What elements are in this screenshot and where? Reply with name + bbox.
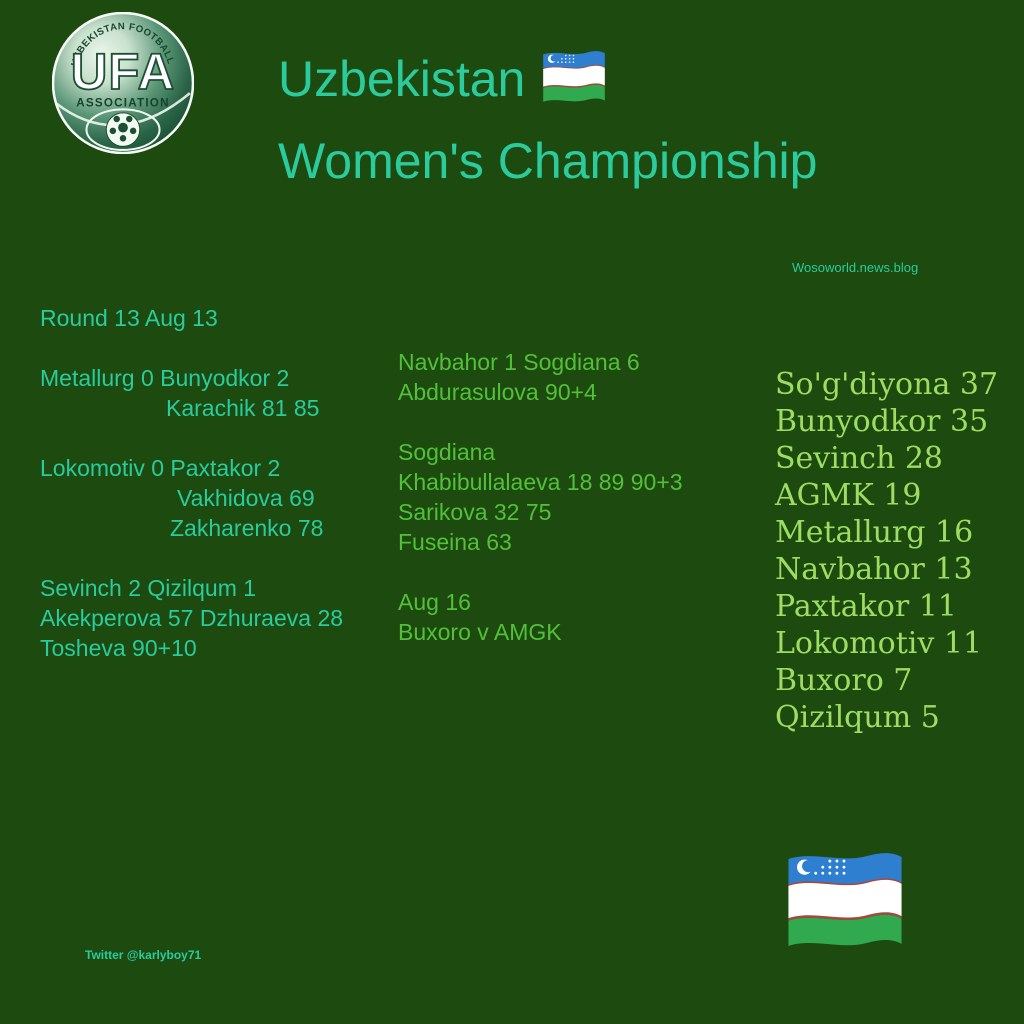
- result-line: Karachik 81 85: [166, 395, 320, 421]
- uzbekistan-flag-icon: [541, 50, 607, 105]
- title-text-competition: Women's Championship: [278, 133, 818, 189]
- website-watermark: Wosoworld.news.blog: [792, 260, 919, 275]
- standings-row: Paxtakor 11: [775, 589, 957, 624]
- result-line: Navbahor 1 Sogdiana 6: [398, 349, 640, 375]
- result-line: Lokomotiv 0 Paxtakor 2: [40, 455, 281, 481]
- result-line: Sevinch 2 Qizilqum 1: [40, 575, 257, 601]
- result-line: [40, 423, 343, 453]
- standings-row: Lokomotiv 11: [775, 626, 983, 661]
- result-line: [40, 333, 343, 363]
- page-title: Uzbekistan Women's Championship: [278, 38, 817, 202]
- result-line: Buxoro v AMGK: [398, 619, 562, 645]
- standings-row: Navbahor 13: [775, 552, 973, 587]
- ufa-logo-graphic: UZBEKISTAN FOOTBALL UFA ASSOCIATION: [51, 11, 195, 155]
- title-line-1: Uzbekistan: [278, 38, 817, 120]
- results-column-middle: Navbahor 1 Sogdiana 6 Abdurasulova 90+4 S…: [398, 347, 683, 647]
- ufa-logo: UZBEKISTAN FOOTBALL UFA ASSOCIATION: [51, 11, 195, 155]
- result-line: Aug 16: [398, 589, 471, 615]
- result-line: Vakhidova 69: [177, 485, 315, 511]
- results-column-left: Round 13 Aug 13 Metallurg 0 Bunyodkor 2 K…: [40, 303, 343, 663]
- standings-table: So'g'diyona 37 Bunyodkor 35 Sevinch 28 AGMK…: [775, 366, 998, 736]
- standings-row: Bunyodkor 35: [775, 404, 989, 439]
- title-text-country: Uzbekistan: [278, 51, 526, 107]
- logo-bottom-text: ASSOCIATION: [76, 96, 169, 109]
- result-line: Sogdiana: [398, 439, 496, 465]
- result-line: [398, 557, 683, 587]
- twitter-handle: Twitter @karlyboy71: [85, 948, 202, 962]
- result-line: Metallurg 0 Bunyodkor 2: [40, 365, 290, 391]
- standings-row: Buxoro 7: [775, 663, 913, 698]
- result-line: Akekperova 57 Dzhuraeva 28: [40, 605, 344, 631]
- standings-row: So'g'diyona 37: [775, 367, 999, 402]
- logo-ball-ellipse: [85, 108, 161, 151]
- result-line: Fuseina 63: [398, 529, 512, 555]
- result-line: Sarikova 32 75: [398, 499, 552, 525]
- uzbekistan-flag-large: [784, 851, 906, 952]
- result-line: Zakharenko 78: [170, 515, 324, 541]
- soccer-ball-icon: [105, 112, 141, 147]
- result-line: Round 13 Aug 13: [40, 305, 218, 331]
- standings-row: Sevinch 28: [775, 441, 944, 476]
- result-line: Abdurasulova 90+4: [398, 379, 597, 405]
- result-line: Tosheva 90+10: [40, 635, 197, 661]
- result-line: [398, 407, 683, 437]
- standings-row: AGMK 19: [775, 478, 922, 513]
- result-line: [40, 543, 343, 573]
- standings-row: Metallurg 16: [775, 515, 974, 550]
- standings-row: Qizilqum 5: [775, 700, 940, 735]
- result-line: Khabibullalaeva 18 89 90+3: [398, 469, 683, 495]
- logo-acronym: UFA: [71, 43, 175, 100]
